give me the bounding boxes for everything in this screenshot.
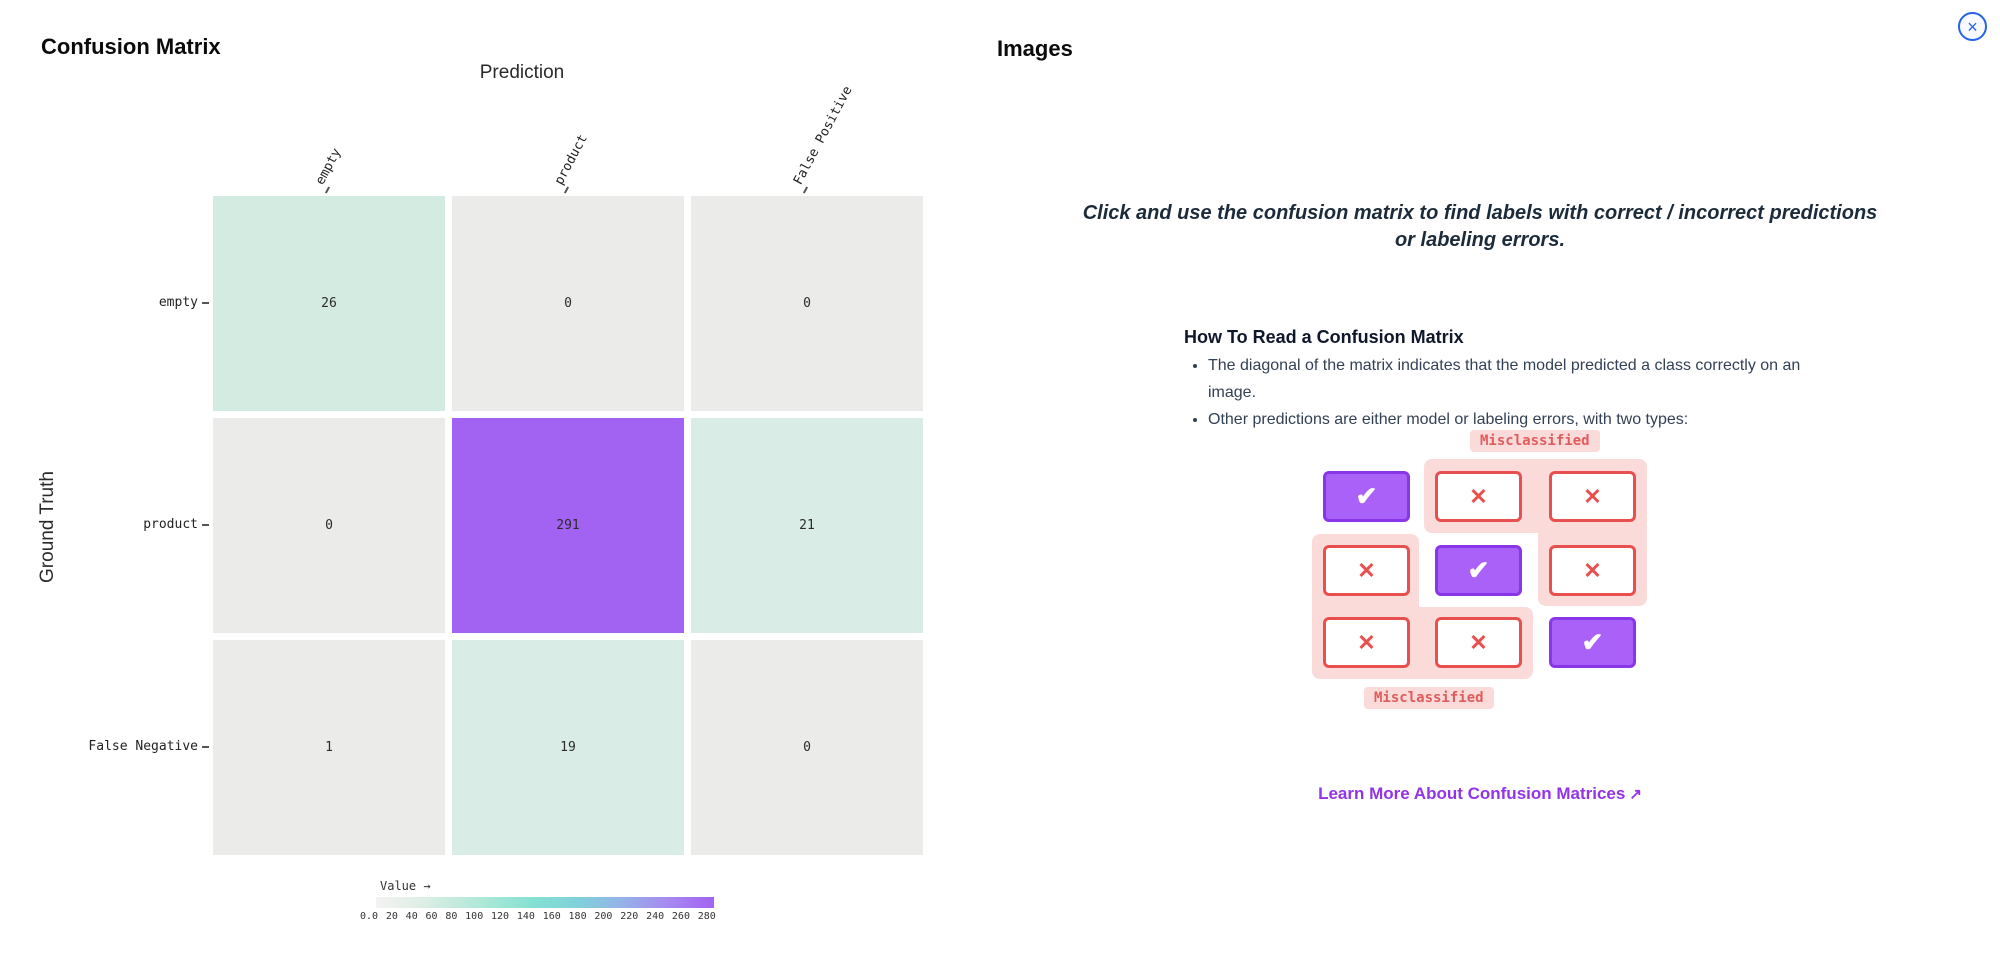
colorbar-tick-label: 80	[445, 911, 458, 922]
cell-value: 0	[803, 740, 811, 755]
colorbar-tick-label: 60	[425, 911, 438, 922]
colorbar-tick-label: 0.0	[360, 911, 379, 922]
colorbar-tick-label: 160	[542, 911, 561, 922]
cell-value: 21	[799, 518, 815, 533]
cell-truth-false-negative-pred-empty[interactable]: 1	[213, 640, 445, 855]
colorbar-tick-label: 40	[405, 911, 418, 922]
diagram-correct-box: ✔	[1435, 545, 1522, 596]
howto-heading: How To Read a Confusion Matrix	[1184, 327, 1464, 347]
cross-icon: ✕	[1469, 629, 1488, 655]
diagram-error-box: ✕	[1323, 617, 1410, 668]
cell-value: 0	[325, 518, 333, 533]
x-tick-label-false-positive: False Positive	[790, 83, 856, 188]
colorbar-tick-label: 280	[697, 911, 716, 922]
check-icon: ✔	[1467, 555, 1490, 585]
cell-truth-empty-pred-product[interactable]: 0	[452, 196, 684, 411]
cell-value: 0	[803, 296, 811, 311]
colorbar-ticks: 0.0 20 40 60 80 100 120 140 160 180 200 220 240 260 28…	[360, 911, 716, 922]
cell-truth-empty-pred-empty[interactable]: 26	[213, 196, 445, 411]
y-tick-label-empty: empty	[158, 295, 198, 310]
x-tick-label-empty: empty	[312, 145, 345, 188]
cell-truth-product-pred-false-positive[interactable]: 21	[691, 418, 923, 633]
y-axis-tick	[202, 524, 209, 526]
confusion-matrix-title: Confusion Matrix	[41, 34, 221, 59]
check-icon: ✔	[1581, 627, 1604, 657]
colorbar-tick-label: 260	[671, 911, 690, 922]
images-panel-title: Images	[997, 36, 1073, 61]
misclassified-label-bottom: Misclassified	[1364, 687, 1494, 709]
x-axis-title: Prediction	[479, 62, 565, 83]
close-panel-button[interactable]: ×	[1958, 12, 1987, 41]
colorbar-tick-label: 120	[491, 911, 510, 922]
y-tick-label-product: product	[143, 517, 198, 532]
y-axis-tick	[202, 746, 209, 748]
colorbar-tick-label: 100	[465, 911, 484, 922]
cross-icon: ✕	[1357, 557, 1376, 583]
cell-value: 291	[556, 518, 580, 533]
cross-icon: ✕	[1583, 483, 1602, 509]
cell-truth-false-negative-pred-false-positive[interactable]: 0	[691, 640, 923, 855]
learn-more-link-label: Learn More About Confusion Matrices	[1318, 784, 1626, 803]
diagram-error-box: ✕	[1549, 471, 1636, 522]
cell-value: 19	[560, 740, 576, 755]
colorbar-tick-label: 140	[516, 911, 535, 922]
y-tick-label-false-negative: False Negative	[88, 739, 198, 754]
diagram-error-box: ✕	[1435, 471, 1522, 522]
close-icon: ×	[1967, 16, 1978, 37]
colorbar-tick-label: 20	[385, 911, 398, 922]
diagram-error-box: ✕	[1323, 545, 1410, 596]
cross-icon: ✕	[1357, 629, 1376, 655]
howto-bullet: The diagonal of the matrix indicates tha…	[1208, 352, 1844, 406]
colorbar-tick-label: 200	[594, 911, 613, 922]
confusion-matrix-heatmap: 26 0 0 0 291 21 1 19 0	[213, 196, 923, 855]
cell-truth-product-pred-product[interactable]: 291	[452, 418, 684, 633]
cell-value: 1	[325, 740, 333, 755]
colorbar-gradient	[376, 897, 714, 908]
check-icon: ✔	[1355, 481, 1378, 511]
cross-icon: ✕	[1583, 557, 1602, 583]
learn-more-link[interactable]: Learn More About Confusion Matrices ↗	[1270, 784, 1690, 804]
colorbar-tick-label: 220	[620, 911, 639, 922]
misclassified-label-top: Misclassified	[1470, 430, 1600, 452]
howto-bullet: Other predictions are either model or la…	[1208, 406, 1844, 433]
diagram-correct-box: ✔	[1323, 471, 1410, 522]
diagram-error-box: ✕	[1549, 545, 1636, 596]
cross-icon: ✕	[1469, 483, 1488, 509]
y-axis-tick	[202, 302, 209, 304]
colorbar-tick-label: 240	[646, 911, 665, 922]
colorbar-label: Value →	[380, 879, 431, 893]
cell-truth-product-pred-empty[interactable]: 0	[213, 418, 445, 633]
external-link-arrow-icon: ↗	[1629, 786, 1642, 803]
x-tick-label-product: product	[551, 132, 591, 188]
colorbar-tick-label: 180	[568, 911, 587, 922]
instruction-text: Click and use the confusion matrix to fi…	[1082, 202, 1878, 251]
diagram-error-box: ✕	[1435, 617, 1522, 668]
cell-truth-empty-pred-false-positive[interactable]: 0	[691, 196, 923, 411]
cell-truth-false-negative-pred-product[interactable]: 19	[452, 640, 684, 855]
diagram-correct-box: ✔	[1549, 617, 1636, 668]
howto-bullet-list: The diagonal of the matrix indicates tha…	[1184, 352, 1844, 433]
confusion-matrix-explainer-diagram: Misclassified Misclassified ✔ ✕ ✕ ✕ ✔ ✕ …	[1312, 430, 1657, 720]
cell-value: 26	[321, 296, 337, 311]
cell-value: 0	[564, 296, 572, 311]
